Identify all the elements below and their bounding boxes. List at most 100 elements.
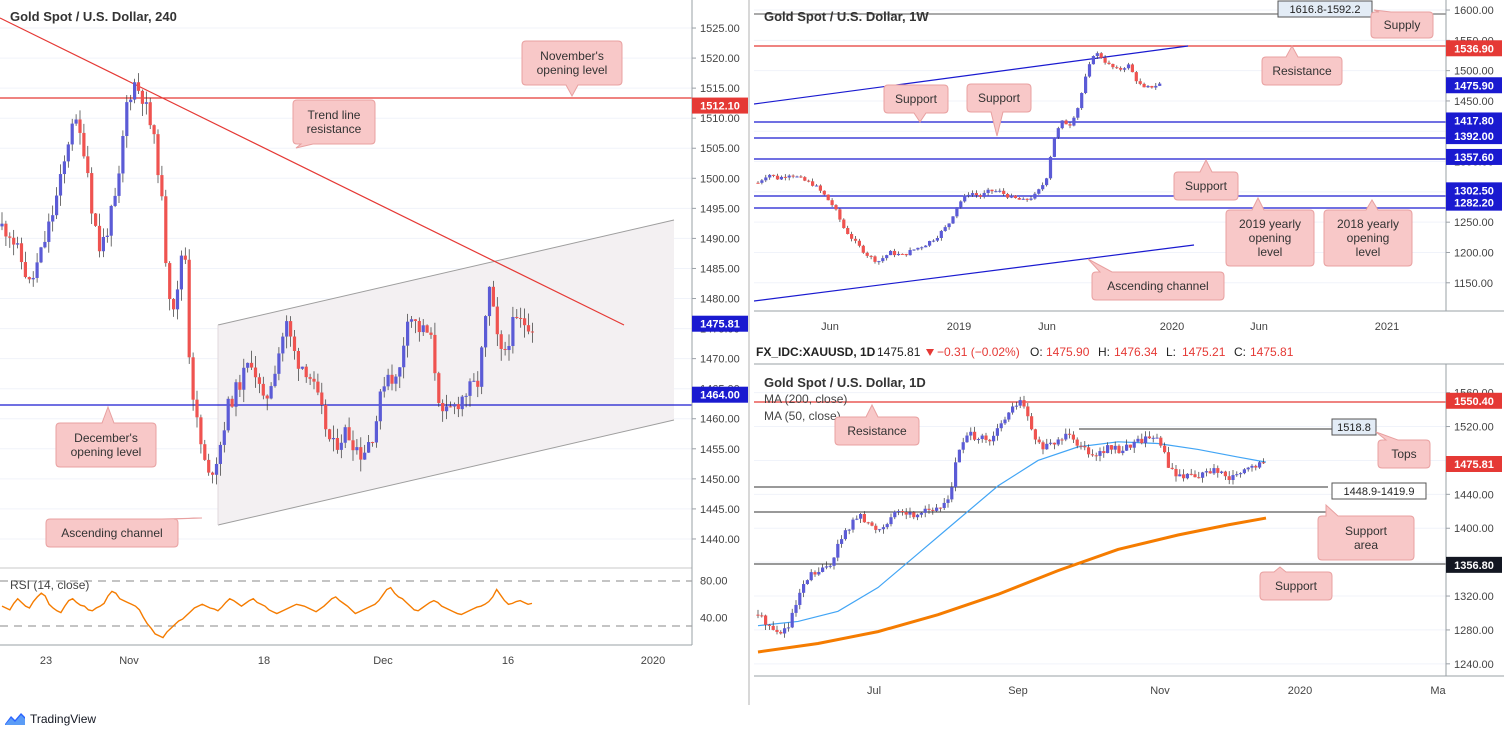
candle-body (507, 346, 511, 351)
weekly-chart[interactable]: 1600.001550.001500.001450.001400.001350.… (754, 0, 1504, 340)
candle-body (943, 227, 947, 231)
candle-body (324, 404, 328, 430)
candle-body (1071, 434, 1075, 440)
candle-body (1013, 195, 1017, 199)
candle-body (1068, 124, 1072, 126)
candle-body (1258, 462, 1262, 468)
candle-body (429, 332, 433, 335)
time-tick-label: 2021 (1375, 321, 1399, 333)
candle-body (980, 435, 984, 440)
candle-body (351, 440, 355, 451)
annotation-text: November's (540, 49, 604, 63)
candle-body (1087, 447, 1091, 455)
price-tick-label: 1320.00 (1454, 591, 1494, 603)
candle-body (939, 230, 943, 238)
candle-body (136, 82, 141, 91)
candle-body (398, 367, 402, 377)
candle-body (807, 180, 811, 182)
candle-body (523, 318, 527, 326)
price-tag-label: 1302.50 (1454, 185, 1494, 197)
candle-body (760, 615, 764, 617)
candle-body (877, 261, 881, 263)
annotation-callout: Resistance (1261, 44, 1343, 86)
candle-body (230, 398, 234, 407)
candle-body (207, 459, 211, 473)
candle-body (109, 205, 113, 236)
candle-body (203, 444, 207, 460)
tradingview-brand[interactable]: TradingView (4, 709, 96, 729)
ohlc-key: C: (1234, 345, 1246, 359)
daily-price-axis[interactable]: 1560.001520.001480.001440.001400.001360.… (1446, 388, 1494, 671)
candle-body (814, 185, 819, 187)
h4-chart[interactable]: RSI (14, close) 1525.00 1520.00 1515.00 151… (0, 0, 750, 705)
candle-body (984, 435, 988, 440)
annotation-bubble (55, 405, 157, 468)
annotation-bubble (292, 99, 376, 149)
candle-body (1025, 198, 1029, 200)
candle-body (1041, 185, 1045, 190)
ohlc-value: 1475.90 (1046, 345, 1090, 359)
annotation-text: Support (895, 92, 938, 106)
candle-body (316, 381, 320, 393)
candle-body (935, 237, 939, 241)
candle-body (1147, 436, 1151, 439)
time-tick-label: 2020 (1288, 685, 1312, 697)
annotation-bubble (1173, 158, 1239, 201)
price-tick-label: 1240.00 (1454, 659, 1494, 671)
price-tick-label: 1495.00 (700, 203, 740, 215)
price-tick-label: 1480.00 (700, 294, 740, 306)
candle-body (775, 629, 779, 632)
candle-body (335, 438, 339, 450)
last-price: 1475.81 (877, 345, 921, 359)
price-tick-label: 1250.00 (1454, 217, 1494, 229)
candle-body (250, 362, 254, 368)
candle-body (1029, 198, 1033, 200)
candle-body (847, 529, 851, 531)
candle-body (378, 391, 382, 422)
candle-body (1002, 190, 1006, 194)
candle-body (1056, 439, 1060, 445)
candle-body (191, 357, 195, 400)
daily-chart[interactable]: 1560.001520.001480.001440.001400.001360.… (754, 342, 1504, 705)
candle-body (853, 238, 858, 241)
price-change: −0.31 (−0.02%) (937, 345, 1020, 359)
candle-body (1204, 471, 1208, 473)
candle-body (805, 580, 809, 585)
candle-body (900, 511, 904, 513)
candle-body (499, 334, 503, 349)
time-tick-label: Nov (119, 655, 139, 667)
annotation-text: Trend line (308, 108, 361, 122)
weekly-time-axis[interactable]: Jun 2019 Jun 2020 Jun 2021 (821, 321, 1399, 333)
candle-body (1080, 93, 1084, 109)
time-tick-label: Jul (867, 685, 881, 697)
candle-body (783, 628, 787, 634)
candle-body (445, 406, 449, 412)
candle-body (1052, 442, 1056, 445)
candle-body (954, 462, 958, 488)
candle-body (97, 225, 102, 252)
candle-body (1239, 473, 1243, 475)
candle-body (1121, 450, 1125, 454)
h4-time-axis[interactable]: 23 Nov 18 Dec 16 2020 (40, 655, 665, 667)
annotation-bubble (521, 40, 623, 98)
candle-body (1049, 442, 1053, 444)
candle-body (222, 430, 226, 445)
candle-body (1182, 474, 1186, 479)
time-tick-label: 2020 (1160, 321, 1184, 333)
candle-body (402, 345, 406, 368)
time-tick-label: Ma (1430, 685, 1446, 697)
annotation-text: 2019 yearly (1239, 217, 1301, 231)
annotation-text: 2018 yearly (1337, 217, 1399, 231)
candle-body (476, 380, 480, 387)
candle-body (1201, 472, 1205, 478)
candle-body (873, 256, 877, 262)
candle-body (1154, 85, 1158, 88)
price-tick-label: 1400.00 (1454, 523, 1494, 535)
price-tag-label: 1392.00 (1454, 131, 1494, 143)
daily-time-axis[interactable]: Jul Sep Nov 2020 Ma (867, 685, 1447, 697)
annotation-bubble (45, 517, 203, 548)
annotation-text: opening (1249, 231, 1292, 245)
candle-body (916, 247, 920, 250)
candle-body (394, 376, 398, 384)
